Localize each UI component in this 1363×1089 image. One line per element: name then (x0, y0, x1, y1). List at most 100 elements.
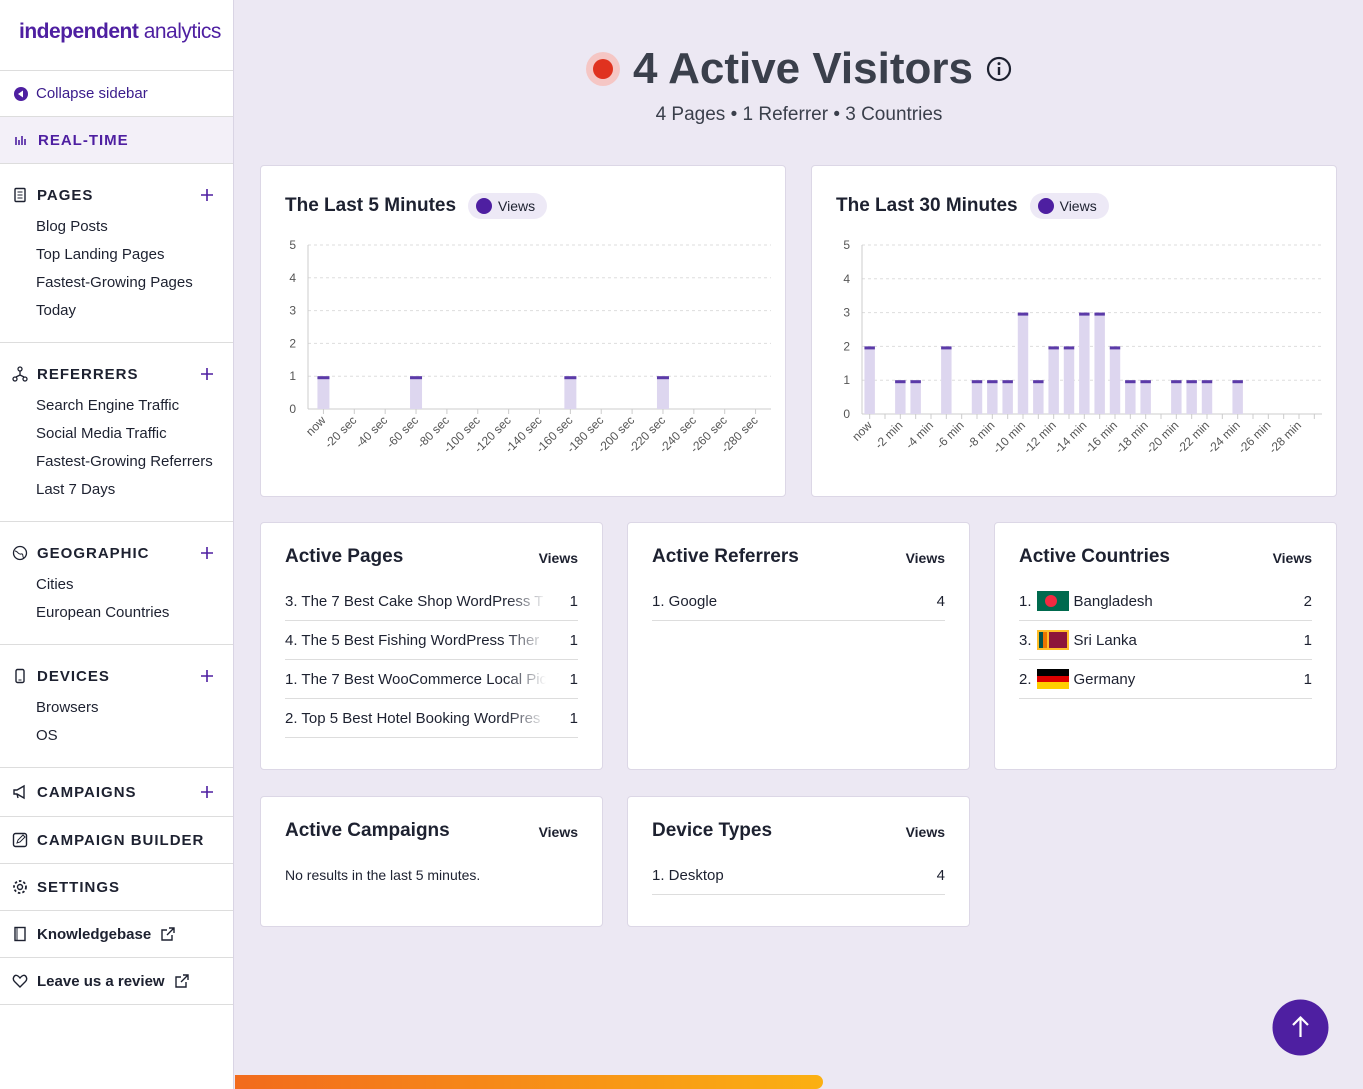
section-title: CAMPAIGNS (37, 783, 137, 801)
bar-cap (317, 376, 330, 380)
section-header[interactable]: REFERRERS (0, 362, 233, 386)
realtime-nav[interactable]: REAL-TIME (0, 117, 233, 164)
row-name: 1. The 7 Best WooCommerce Local Pic (285, 670, 546, 688)
scroll-top-button[interactable] (1272, 999, 1329, 1056)
bar-cap (1079, 312, 1090, 316)
row-label: 4. The 5 Best Fishing WordPress Ther (285, 632, 546, 649)
section-header[interactable]: GEOGRAPHIC (0, 541, 233, 565)
section-header[interactable]: PAGES (0, 183, 233, 207)
panel-title: Active Referrers (652, 546, 799, 567)
legend-swatch (1037, 198, 1054, 214)
legend-item[interactable]: Views (1029, 193, 1109, 219)
bar (1002, 380, 1013, 414)
row-value: 4 (936, 866, 945, 884)
plus-icon (201, 670, 213, 682)
bar (1201, 380, 1213, 414)
x-tick-label: -16 min (1082, 418, 1120, 456)
nav-item[interactable]: Cities (36, 576, 74, 593)
y-tick-label: 3 (843, 306, 850, 320)
table-row[interactable]: 3. The 7 Best Cake Shop WordPress T 1 (285, 582, 578, 621)
bar (1048, 346, 1059, 414)
nav-item[interactable]: Browsers (36, 699, 99, 716)
y-tick-label: 5 (843, 238, 850, 252)
x-tick-label: now (303, 413, 329, 439)
bar (1109, 346, 1121, 414)
section-header[interactable]: DEVICES (0, 664, 233, 688)
chart-card: The Last 5 Minutes Views 0 1 2 3 4 5 now -20 sec -… (260, 165, 786, 497)
collapse-sidebar[interactable]: Collapse sidebar (0, 71, 233, 117)
nav-item[interactable]: Fastest-Growing Referrers (36, 453, 213, 470)
x-tick-label: -22 min (1174, 418, 1212, 456)
nav-item[interactable]: OS (36, 727, 58, 744)
nav-knowledgebase[interactable]: Knowledgebase (0, 911, 233, 958)
table-row[interactable]: 1. The 7 Best WooCommerce Local Pic 1 (285, 660, 578, 699)
table-row[interactable]: 2. Germany 1 (1019, 660, 1312, 699)
panel-title: Active Campaigns (285, 820, 450, 841)
nav-campaign-builder[interactable]: CAMPAIGN BUILDER (0, 817, 233, 864)
summary: 4 Pages • 1 Referrer • 3 Countries (655, 104, 943, 125)
bar (410, 376, 423, 409)
section-items: Browsers OS (0, 694, 233, 750)
bar-cap (1109, 346, 1121, 350)
nav-item[interactable]: Blog Posts (36, 218, 108, 235)
bar-cap (941, 346, 952, 350)
nav-item[interactable]: Last 7 Days (36, 481, 116, 498)
y-tick-label: 1 (843, 373, 850, 387)
bar-cap (656, 376, 669, 380)
x-tick-label: -60 sec (383, 413, 421, 451)
x-tick-label: -4 min (903, 418, 936, 451)
empty-message: No results in the last 5 minutes. (285, 867, 481, 883)
table-row[interactable]: 3. Sri Lanka 1 (1019, 621, 1312, 660)
nav-item[interactable]: Today (36, 302, 77, 319)
back-icon (14, 86, 28, 101)
flag (1036, 630, 1069, 650)
row-label: 1. Desktop (652, 867, 913, 884)
legend-label: Views (498, 198, 536, 214)
x-tick-label: -24 min (1205, 418, 1243, 456)
bar-cap (1002, 380, 1013, 384)
nav-settings[interactable]: SETTINGS (0, 864, 233, 911)
nav-item[interactable]: Social Media Traffic (36, 425, 167, 442)
row-label: 3. The 7 Best Cake Shop WordPress T (285, 593, 546, 610)
x-tick-label: -26 min (1235, 418, 1273, 456)
table-row[interactable]: 2. Top 5 Best Hotel Booking WordPres 1 (285, 699, 578, 738)
bar (864, 346, 875, 414)
bar-cap (1186, 380, 1197, 384)
panel: Device Types Views 1. Desktop 4 (627, 796, 970, 927)
row-label: 1. Bangladesh (1019, 591, 1280, 611)
nav-item[interactable]: Fastest-Growing Pages (36, 274, 193, 291)
nav-review[interactable]: Leave us a review (0, 958, 233, 1005)
table-row[interactable]: 1. Desktop 4 (652, 856, 945, 895)
row-name: Germany (1073, 670, 1136, 688)
chart-header: The Last 5 Minutes Views (285, 193, 548, 219)
nav-item[interactable]: Top Landing Pages (36, 246, 165, 263)
nav-item[interactable]: Search Engine Traffic (36, 397, 180, 414)
table-row[interactable]: 1. Bangladesh 2 (1019, 582, 1312, 621)
globe-icon (12, 545, 28, 561)
info-icon[interactable] (985, 55, 1013, 83)
header: 4 Active Visitors 4 Pages • 1 Referrer •… (235, 40, 1363, 126)
row-name: Sri Lanka (1073, 631, 1137, 649)
x-tick-label: -10 min (990, 418, 1028, 456)
bar-cap (971, 380, 983, 384)
nav-section: PAGES Blog Posts Top Landing Pages Fastest-… (0, 164, 233, 343)
table-row[interactable]: 1. Google 4 (652, 582, 945, 621)
section-items: Cities European Countries (0, 571, 233, 627)
collapse-label: Collapse sidebar (36, 85, 148, 102)
ext-icon (174, 974, 189, 988)
bar (564, 376, 577, 409)
section-items: Search Engine Traffic Social Media Traffi… (0, 392, 233, 504)
bar (1125, 380, 1136, 414)
plus-icon (201, 368, 213, 380)
section-header[interactable]: CAMPAIGNS (0, 780, 233, 804)
x-tick-label: -28 min (1266, 418, 1304, 456)
panel: Active Pages Views 3. The 7 Best Cake Shop… (260, 522, 603, 770)
legend-item[interactable]: Views (468, 193, 548, 219)
nav-item[interactable]: European Countries (36, 604, 170, 621)
panel-title: Device Types (652, 820, 773, 841)
table-row[interactable]: 4. The 5 Best Fishing WordPress Ther 1 (285, 621, 578, 660)
y-tick-label: 4 (843, 272, 850, 286)
mega-icon (13, 784, 25, 800)
legend-label: Views (1059, 198, 1097, 214)
